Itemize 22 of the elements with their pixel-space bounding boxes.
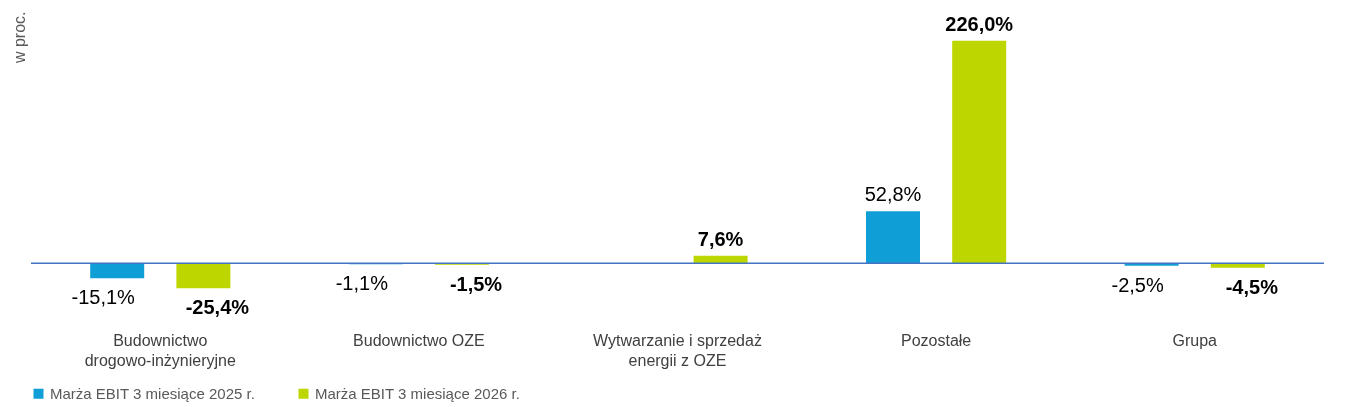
legend-label: Marża EBIT 3 miesiące 2026 r. — [315, 384, 520, 402]
bar — [90, 263, 145, 279]
bar — [866, 211, 920, 264]
x-tick-label: Budownictwo OZE — [353, 331, 485, 349]
bar — [693, 255, 748, 264]
bar — [176, 263, 231, 289]
data-label: 7,6% — [697, 227, 744, 250]
x-tick-label: Pozostałe — [900, 331, 972, 349]
data-label: -2,5% — [1111, 273, 1164, 296]
data-label: 52,8% — [864, 183, 922, 206]
x-tick-label: Budownictwo drogowo-inżynieryjne — [84, 331, 236, 369]
data-label: -4,5% — [1225, 275, 1279, 298]
data-label: -1,1% — [335, 272, 389, 295]
legend-label: Marża EBIT 3 miesiące 2025 r. — [50, 384, 255, 402]
y-axis-title: w proc. — [10, 11, 28, 65]
bar — [952, 40, 1007, 264]
data-label: -15,1% — [71, 286, 136, 309]
data-label: -25,4% — [185, 296, 250, 319]
x-tick-label: Grupa — [1172, 331, 1218, 349]
x-tick-label: Wytwarzanie i sprzedaż energii z OZE — [593, 331, 762, 369]
data-label: -1,5% — [449, 272, 503, 295]
data-label: 226,0% — [945, 12, 1014, 35]
